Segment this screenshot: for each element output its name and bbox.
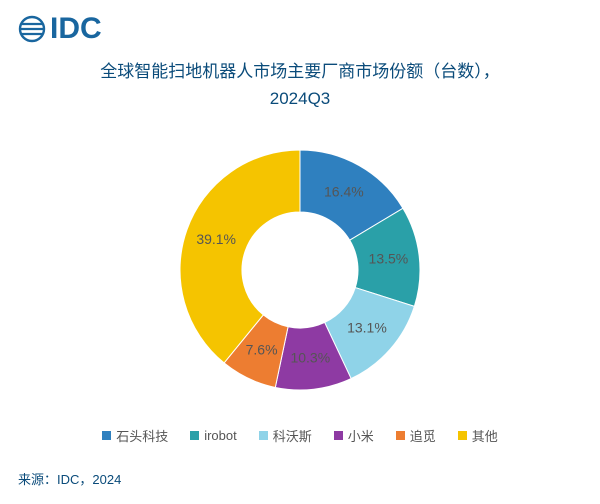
legend-item: 追觅 (396, 426, 436, 445)
donut-slice-label: 10.3% (290, 349, 330, 365)
legend-label: 石头科技 (116, 426, 168, 445)
legend-item: 其他 (458, 426, 498, 445)
legend-label: 科沃斯 (273, 426, 312, 445)
legend-swatch-icon (190, 431, 199, 440)
legend-swatch-icon (334, 431, 343, 440)
legend-item: 科沃斯 (259, 426, 312, 445)
legend-item: 石头科技 (102, 426, 168, 445)
donut-slice-label: 16.4% (324, 184, 364, 200)
legend-swatch-icon (458, 431, 467, 440)
idc-logo-text: IDC (50, 12, 102, 46)
donut-slice-label: 13.5% (369, 251, 409, 267)
donut-slice-label: 7.6% (246, 341, 278, 357)
legend-item: irobot (190, 426, 237, 445)
legend-label: 小米 (348, 426, 374, 445)
chart-title-line2: 2024Q3 (270, 89, 331, 108)
legend-swatch-icon (259, 431, 268, 440)
idc-logo: IDC (18, 12, 102, 46)
legend-label: 追觅 (410, 426, 436, 445)
legend-item: 小米 (334, 426, 374, 445)
donut-slice-label: 39.1% (196, 231, 236, 247)
legend-label: 其他 (472, 426, 498, 445)
legend-label: irobot (204, 428, 237, 443)
source-line: 来源：IDC，2024 (18, 469, 121, 488)
idc-logo-mark-icon (18, 15, 46, 43)
chart-title-line1: 全球智能扫地机器人市场主要厂商市场份额（台数）， (100, 62, 500, 81)
donut-slice-label: 13.1% (347, 320, 387, 336)
donut-chart: 16.4% 13.5% 13.1% 10.3% 7.6% 39.1% (0, 120, 600, 420)
legend-swatch-icon (102, 431, 111, 440)
chart-title: 全球智能扫地机器人市场主要厂商市场份额（台数）， 2024Q3 (0, 58, 600, 112)
legend-swatch-icon (396, 431, 405, 440)
chart-legend: 石头科技 irobot 科沃斯 小米 追觅 其他 (0, 426, 600, 445)
